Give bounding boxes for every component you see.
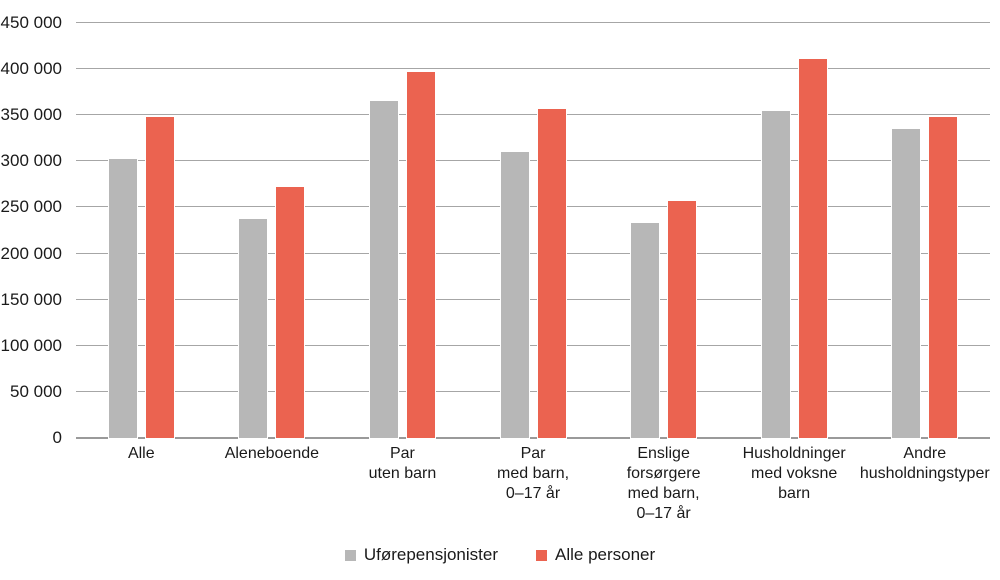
y-axis-tick-label: 400 000 bbox=[0, 59, 62, 79]
x-axis-tick-label: Husholdninger med voksne barn bbox=[729, 444, 860, 524]
gridline bbox=[76, 344, 990, 346]
bar-uforepensjonister bbox=[891, 128, 922, 439]
x-axis-tick-label-line: forsørgere bbox=[626, 465, 701, 482]
y-axis-tick-labels: 0 50 000 100 000 150 000 200 000 250 000 300 0… bbox=[0, 13, 62, 447]
x-axis-tick-label-line: barn bbox=[778, 485, 811, 502]
bar-alle-personer bbox=[275, 186, 306, 439]
bar-group bbox=[207, 23, 338, 440]
gridline bbox=[76, 252, 990, 254]
y-axis-tick-label: 150 000 bbox=[0, 289, 62, 309]
bar-alle-personer bbox=[667, 200, 698, 439]
gridline bbox=[76, 390, 990, 392]
bar-uforepensjonister bbox=[499, 151, 530, 439]
x-axis-tick-label-line: Husholdninger bbox=[742, 445, 846, 462]
x-axis-tick-label-line: med barn, bbox=[497, 465, 570, 482]
y-axis-tick-label: 250 000 bbox=[0, 197, 62, 217]
gridline bbox=[76, 68, 990, 70]
x-axis-tick-label-line: Alle bbox=[127, 445, 155, 462]
bar-uforepensjonister bbox=[107, 157, 138, 440]
x-axis-tick-label-line: Par bbox=[520, 445, 546, 462]
x-axis-line bbox=[76, 437, 990, 439]
y-axis-tick-label: 100 000 bbox=[0, 335, 62, 355]
gridline bbox=[76, 298, 990, 300]
y-axis-tick-label: 350 000 bbox=[0, 105, 62, 125]
x-axis-tick-label-line: med barn, bbox=[627, 485, 700, 502]
bar-group bbox=[729, 23, 860, 440]
bar-uforepensjonister bbox=[368, 100, 399, 439]
bar-groups bbox=[76, 23, 990, 440]
y-axis-tick-label: 450 000 bbox=[0, 13, 62, 32]
x-axis-tick-label-line: Enslige bbox=[637, 445, 690, 462]
legend-item: Alle personer bbox=[536, 545, 655, 565]
bar-alle-personer bbox=[536, 107, 567, 440]
x-axis-tick-label: Enslige forsørgere med barn, 0–17 år bbox=[598, 444, 729, 524]
x-axis-tick-label: Par uten barn bbox=[337, 444, 468, 524]
x-axis-tick-label-line: husholdningstyper bbox=[859, 465, 990, 482]
legend-label: Alle personer bbox=[555, 545, 656, 564]
bar-group bbox=[337, 23, 468, 440]
x-axis-tick-label: Alle bbox=[76, 444, 207, 524]
bar-group bbox=[859, 23, 990, 439]
x-axis-tick-labels: Alle Aleneboende Par uten barn Par med barn, 0… bbox=[76, 444, 990, 524]
bar-alle-personer bbox=[928, 116, 959, 439]
bar-uforepensjonister bbox=[760, 109, 791, 440]
x-axis-tick-label: Andre husholdningstyper bbox=[859, 444, 990, 524]
y-axis-tick-label: 200 000 bbox=[0, 243, 62, 263]
plot-area bbox=[76, 22, 990, 440]
x-axis-tick-label: Aleneboende bbox=[207, 444, 338, 524]
legend-label: Uførepensjonister bbox=[363, 545, 498, 564]
x-axis-tick-label-line: uten barn bbox=[368, 465, 437, 482]
gridline bbox=[76, 160, 990, 162]
legend: Uførepensjonister Alle personer bbox=[0, 545, 1000, 565]
y-axis-tick-label: 0 bbox=[52, 428, 62, 447]
legend-item: Uførepensjonister bbox=[344, 545, 498, 565]
bar-uforepensjonister bbox=[238, 217, 269, 440]
x-axis-tick-label-line: med voksne bbox=[751, 465, 838, 482]
legend-swatch-icon bbox=[344, 549, 356, 561]
gridline bbox=[76, 22, 990, 23]
x-axis-tick-label-line: 0–17 år bbox=[636, 505, 691, 522]
bar-group bbox=[76, 23, 207, 440]
gridline bbox=[76, 206, 990, 208]
bar-alle-personer bbox=[144, 116, 175, 439]
x-axis-tick-label-line: Andre bbox=[903, 445, 947, 462]
gridline bbox=[76, 114, 990, 116]
x-axis-tick-label-line: Par bbox=[389, 445, 415, 462]
bar-group bbox=[598, 23, 729, 439]
x-axis-tick-label: Par med barn, 0–17 år bbox=[468, 444, 599, 524]
bar-uforepensjonister bbox=[630, 222, 661, 439]
bar-group bbox=[468, 23, 599, 440]
bar-alle-personer bbox=[797, 57, 828, 440]
y-axis-tick-label: 50 000 bbox=[10, 381, 62, 401]
bar-alle-personer bbox=[405, 70, 436, 440]
x-axis-tick-label-line: 0–17 år bbox=[505, 485, 561, 502]
x-axis-tick-label-line: Aleneboende bbox=[224, 445, 320, 462]
legend-swatch-icon bbox=[536, 549, 547, 561]
y-axis-tick-label: 300 000 bbox=[0, 151, 62, 171]
